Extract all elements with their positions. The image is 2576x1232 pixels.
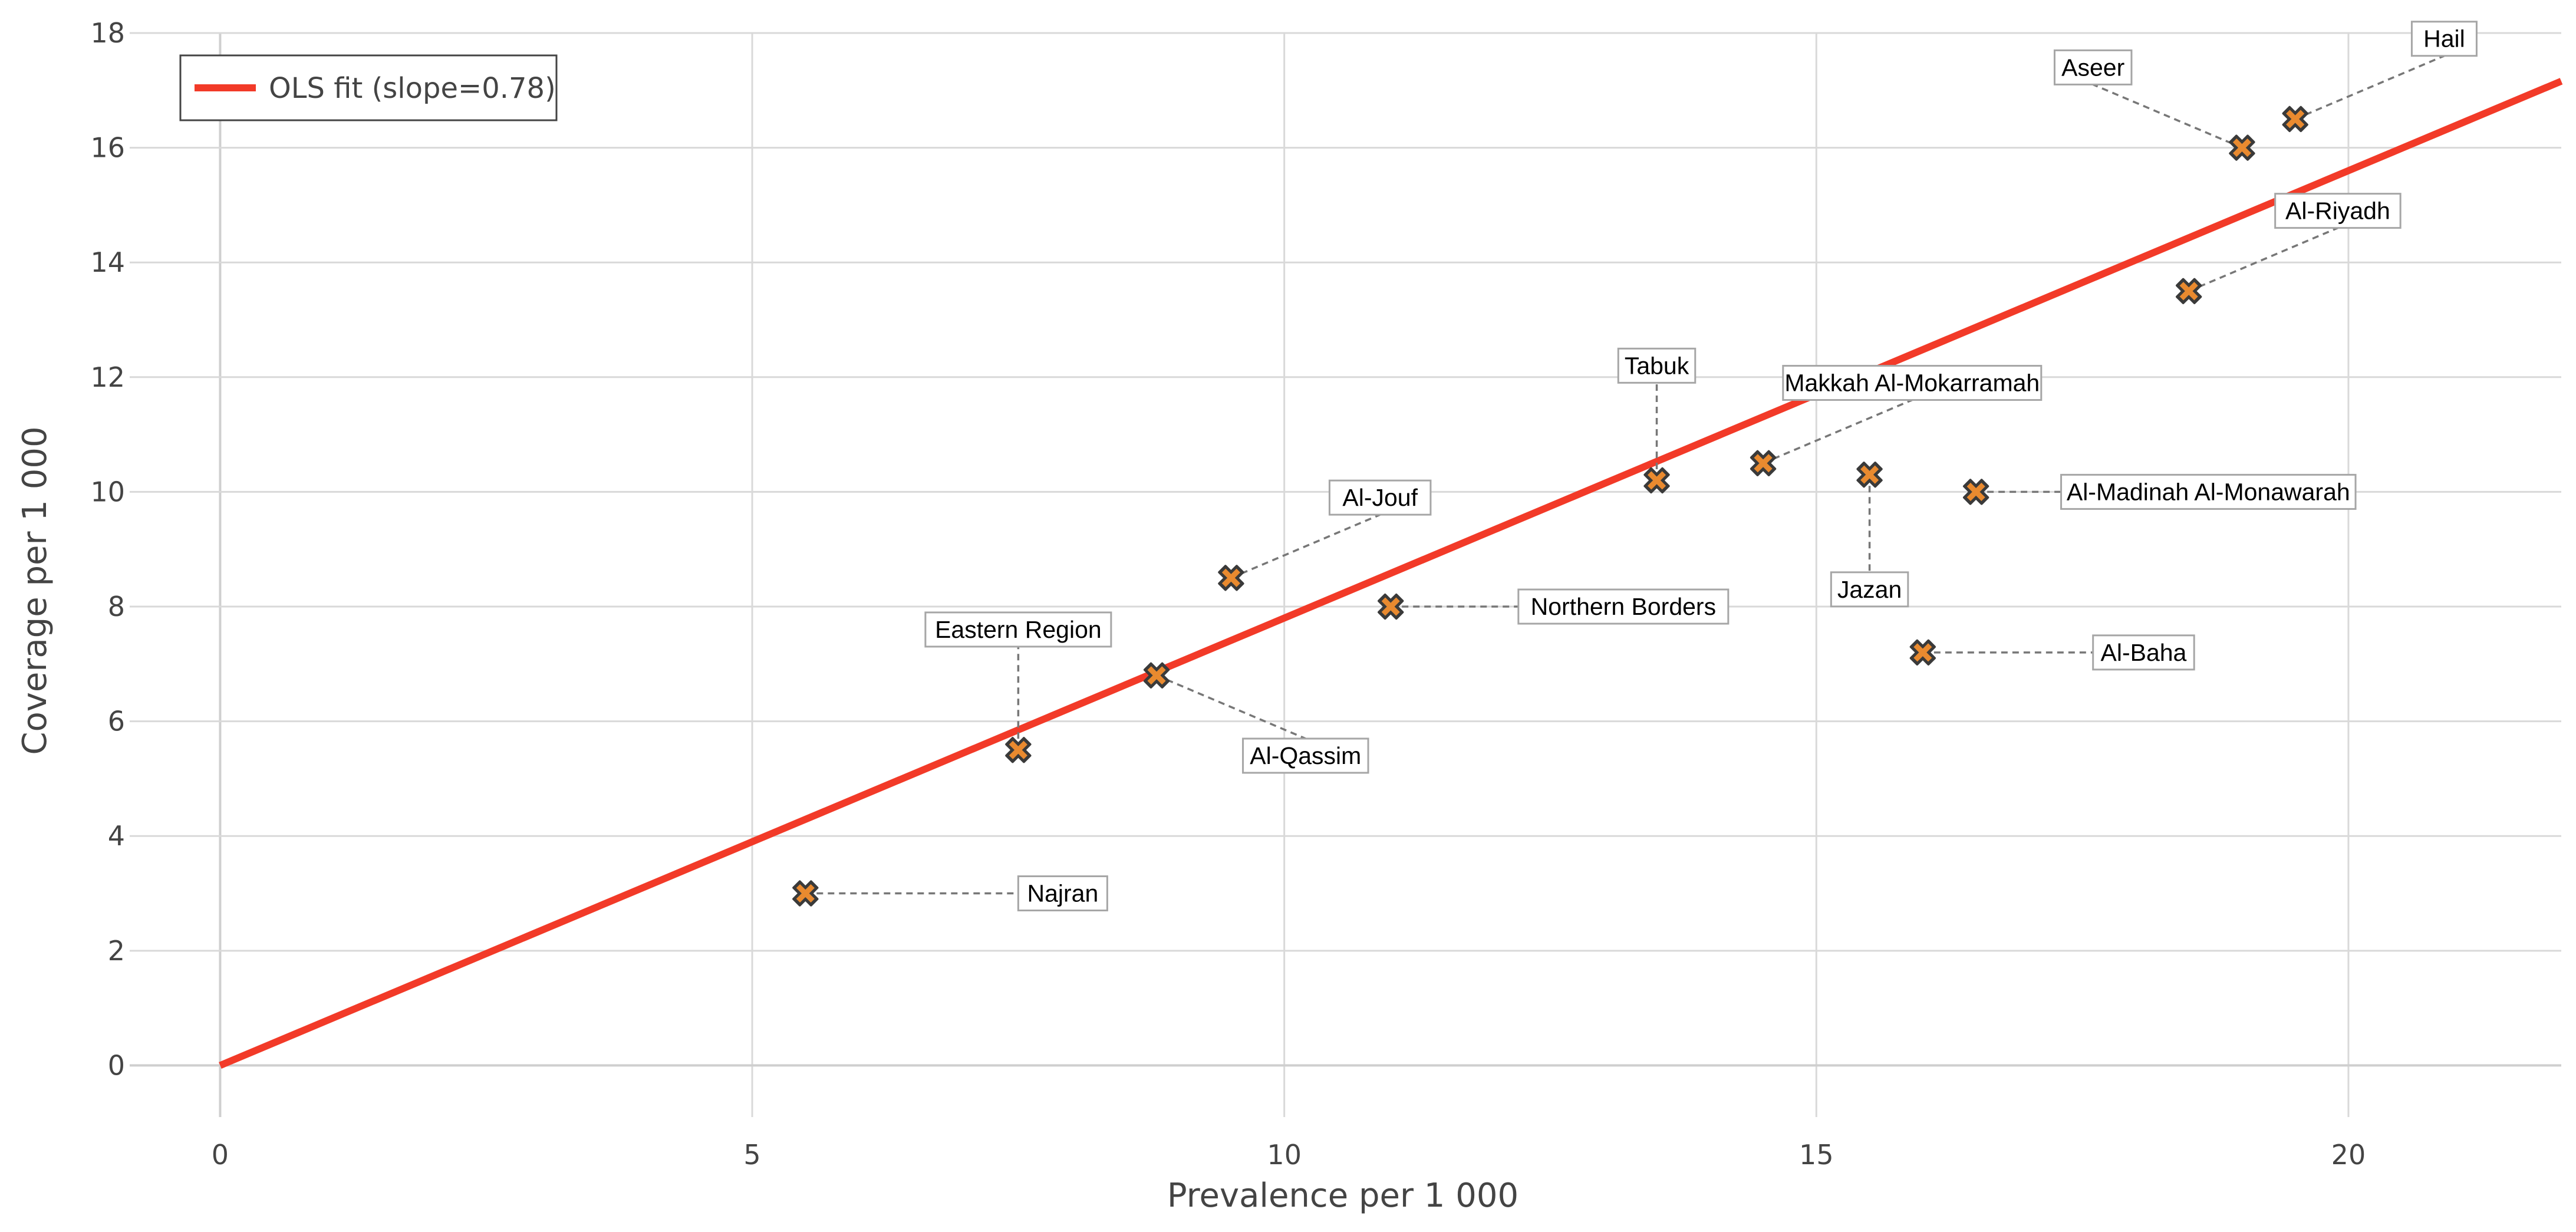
data-point-al-madinah-al-monawarah — [1962, 479, 1989, 505]
leader-line-makkah-al-mokarramah — [1763, 398, 1913, 465]
data-point-al-baha — [1909, 639, 1936, 666]
y-tick-label-6: 6 — [108, 706, 125, 737]
y-tick-label-14: 14 — [90, 246, 125, 278]
x-tick-label-20: 20 — [2331, 1139, 2366, 1171]
label-box-hail — [2410, 21, 2478, 57]
data-point-al-jouf — [1218, 565, 1244, 591]
marker-fill-v-aseer — [2232, 139, 2251, 157]
data-point-northern-borders — [1378, 593, 1404, 620]
leader-line-al-riyadh — [2188, 227, 2338, 292]
x-tick-label-10: 10 — [1267, 1139, 1302, 1171]
point-labels: Najran Eastern Region Al-Qassim Al-Jouf Nort… — [924, 21, 2478, 912]
y-tick-label-12: 12 — [90, 361, 125, 393]
data-point-jazan — [1856, 462, 1883, 488]
ols-fit-line — [219, 78, 2563, 1069]
data-points — [792, 106, 2308, 907]
label-box-najran — [1017, 875, 1108, 912]
tick-labels: 0 5 10 15 20 0 2 4 6 8 10 12 14 16 18 — [90, 17, 2366, 1171]
point-label-makkah-al-mokarramah: Makkah Al-Mokarramah — [1784, 370, 2040, 397]
point-label-hail: Hail — [2423, 25, 2465, 52]
point-label-eastern-region: Eastern Region — [935, 616, 1102, 643]
point-label-al-riyadh: Al-Riyadh — [2285, 197, 2390, 225]
data-point-eastern-region — [1005, 737, 1032, 763]
marker-fill-v-al-jouf — [1221, 568, 1240, 587]
label-box-jazan — [1830, 571, 1909, 608]
data-point-al-qassim — [1143, 662, 1170, 689]
label-box-makkah-al-mokarramah — [1782, 365, 2043, 401]
label-box-al-qassim — [1242, 737, 1369, 774]
legend-label-ols-fit: OLS fit (slope=0.78) — [269, 72, 556, 105]
point-label-jazan: Jazan — [1837, 576, 1902, 603]
label-box-al-jouf — [1328, 479, 1432, 516]
y-tick-label-2: 2 — [108, 935, 125, 967]
label-box-aseer — [2053, 49, 2133, 85]
label-box-al-madinah-al-monawarah — [2060, 473, 2357, 510]
y-tick-label-4: 4 — [108, 820, 125, 852]
marker-fill-v-al-madinah-al-monawarah — [1966, 482, 1985, 501]
marker-fill-v-tabuk — [1647, 471, 1666, 490]
y-tick-label-16: 16 — [90, 132, 125, 164]
label-box-eastern-region — [924, 611, 1112, 648]
data-point-aseer — [2229, 134, 2255, 161]
marker-fill-v-hail — [2286, 110, 2305, 129]
data-point-najran — [792, 880, 819, 907]
point-label-tabuk: Tabuk — [1625, 352, 1689, 379]
data-point-tabuk — [1643, 467, 1670, 494]
marker-fill-v-najran — [796, 884, 815, 903]
x-tick-label-0: 0 — [212, 1139, 229, 1171]
point-label-aseer: Aseer — [2061, 54, 2124, 81]
x-tick-label-15: 15 — [1799, 1139, 1834, 1171]
data-point-al-riyadh — [2176, 278, 2202, 305]
y-tick-label-10: 10 — [90, 476, 125, 508]
gridlines — [130, 32, 2561, 1117]
point-label-al-jouf: Al-Jouf — [1342, 484, 1418, 511]
marker-fill-v-al-qassim — [1147, 666, 1166, 685]
y-axis-title: Coverage per 1 000 — [16, 426, 54, 755]
y-tick-label-18: 18 — [90, 17, 125, 49]
leader-line-aseer — [2093, 83, 2243, 149]
data-point-hail — [2282, 106, 2308, 133]
point-label-al-baha: Al-Baha — [2101, 639, 2187, 666]
point-label-al-madinah-al-monawarah: Al-Madinah Al-Monawarah — [2067, 478, 2350, 505]
x-tick-label-5: 5 — [743, 1139, 760, 1171]
y-tick-label-8: 8 — [108, 591, 125, 622]
marker-fill-v-al-riyadh — [2179, 282, 2198, 301]
marker-fill-v-jazan — [1860, 465, 1879, 484]
point-label-najran: Najran — [1027, 880, 1098, 907]
leader-line-al-qassim — [1156, 674, 1306, 740]
y-tick-label-0: 0 — [108, 1049, 125, 1081]
legend: OLS fit (slope=0.78) — [179, 54, 558, 121]
point-label-northern-borders: Northern Borders — [1531, 593, 1716, 620]
x-axis-title: Prevalence per 1 000 — [1167, 1177, 1518, 1215]
label-box-northern-borders — [1517, 588, 1730, 625]
marker-fill-v-eastern-region — [1009, 740, 1027, 759]
label-box-al-baha — [2092, 634, 2195, 671]
leader-line-hail — [2295, 55, 2445, 120]
point-label-al-qassim: Al-Qassim — [1250, 742, 1361, 769]
label-box-al-riyadh — [2274, 193, 2402, 229]
marker-fill-v-makkah-al-mokarramah — [1754, 454, 1773, 473]
data-point-makkah-al-mokarramah — [1750, 450, 1777, 476]
leader-line-al-jouf — [1230, 513, 1381, 579]
marker-fill-v-al-baha — [1913, 643, 1932, 662]
label-box-tabuk — [1617, 347, 1697, 384]
leader-lines — [805, 55, 2445, 895]
marker-fill-v-northern-borders — [1381, 597, 1400, 616]
fit-line-layer — [219, 78, 2563, 1069]
